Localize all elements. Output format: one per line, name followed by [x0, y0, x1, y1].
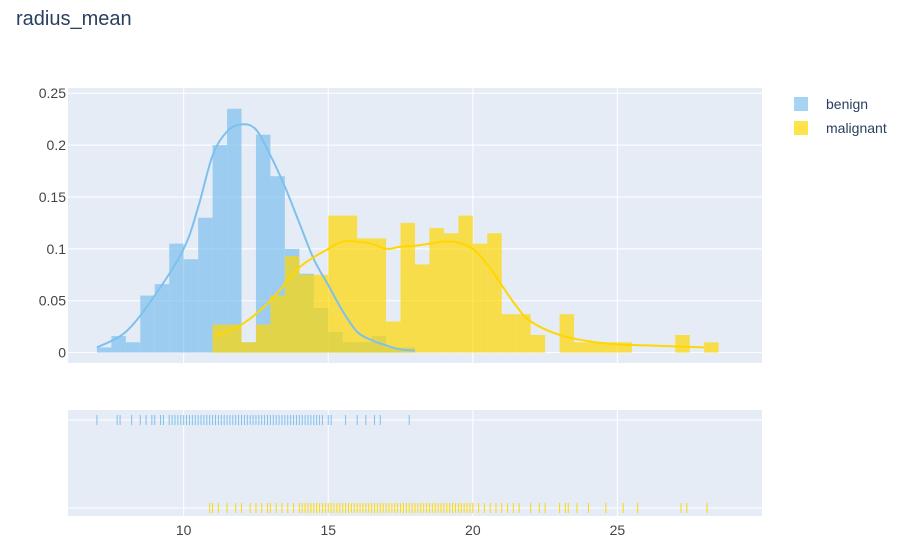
malignant-bar [255, 324, 271, 353]
y-tick-label: 0 [58, 345, 66, 361]
malignant-bar [530, 334, 546, 353]
benign-bar [212, 145, 228, 353]
malignant-bar [415, 264, 430, 353]
x-tick-label: 25 [610, 522, 626, 538]
legend-label-benign[interactable]: benign [826, 96, 868, 112]
y-tick-label: 0.25 [39, 85, 66, 101]
malignant-bar [602, 342, 618, 353]
malignant-bar [299, 274, 314, 353]
malignant-bar [429, 228, 444, 353]
malignant-bar [574, 342, 589, 353]
y-axis-tick-labels: 0 0.05 0.1 0.15 0.2 0.25 [39, 85, 66, 360]
benign-bar [154, 284, 170, 353]
malignant-bar [328, 215, 343, 353]
benign-bar [111, 336, 126, 353]
malignant-bar [588, 342, 603, 353]
malignant-bar [487, 233, 502, 353]
malignant-bar [617, 342, 632, 353]
legend-label-malignant[interactable]: malignant [826, 120, 887, 136]
malignant-rug [209, 503, 708, 513]
benign-bar [169, 243, 184, 353]
benign-bar [183, 259, 199, 353]
malignant-bar [559, 314, 575, 353]
x-tick-label: 15 [320, 522, 336, 538]
malignant-bar [357, 238, 372, 353]
malignant-bar [458, 215, 473, 353]
benign-bar [227, 108, 242, 353]
rug-plot-area [68, 410, 762, 516]
x-tick-label: 10 [176, 522, 192, 538]
malignant-kde-curve [212, 239, 705, 349]
malignant-histogram [212, 215, 719, 353]
malignant-bar [516, 314, 531, 353]
malignant-bar [501, 314, 517, 353]
malignant-bar [227, 324, 242, 353]
benign-bar [96, 347, 112, 353]
malignant-bar [400, 222, 415, 353]
benign-kde-curve [96, 123, 416, 352]
malignant-bar [313, 274, 329, 353]
y-tick-label: 0.1 [47, 241, 67, 257]
malignant-bar [342, 215, 358, 353]
malignant-bar [472, 243, 488, 353]
malignant-bar [443, 233, 459, 353]
malignant-bar [212, 324, 228, 353]
malignant-bar [386, 321, 401, 353]
legend-swatch-malignant[interactable] [794, 121, 808, 135]
malignant-bar [241, 342, 256, 353]
malignant-bar [371, 238, 387, 353]
malignant-bar [704, 342, 719, 353]
y-tick-label: 0.15 [39, 189, 66, 205]
x-axis-tick-labels: 10 15 20 25 [176, 522, 626, 538]
malignant-bar [270, 295, 285, 353]
y-tick-label: 0.05 [39, 293, 66, 309]
y-tick-label: 0.2 [47, 137, 67, 153]
benign-bar [125, 342, 141, 353]
benign-rug [96, 415, 410, 425]
benign-bar [198, 217, 213, 353]
malignant-bar [675, 334, 690, 353]
benign-bar [255, 134, 271, 353]
legend-swatch-benign[interactable] [794, 97, 808, 111]
x-tick-label: 20 [465, 522, 481, 538]
chart-title: radius_mean [16, 8, 132, 30]
legend: benign malignant [794, 96, 887, 136]
